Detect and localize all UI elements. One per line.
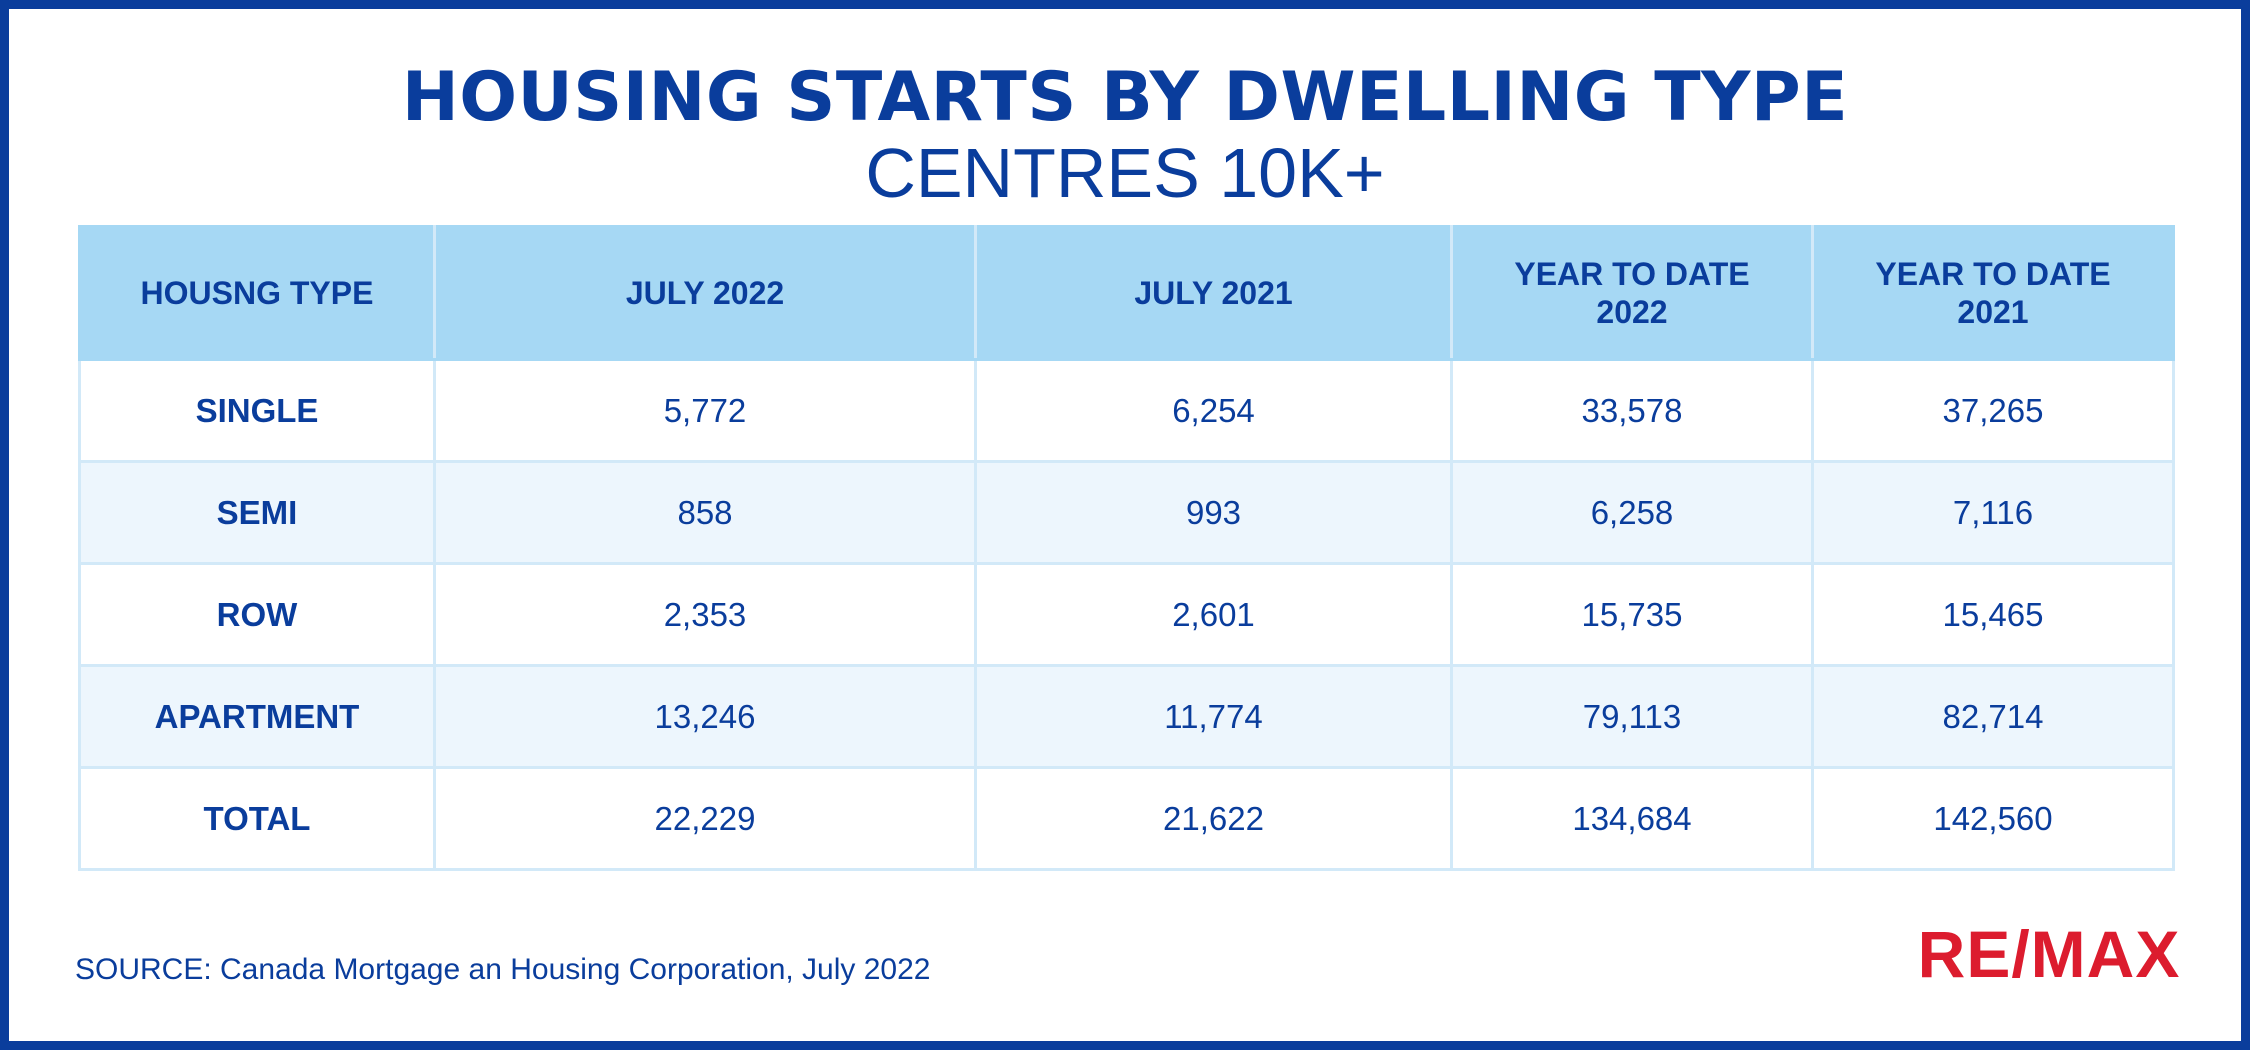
table-cell: 22,229 (433, 766, 977, 871)
table-cell: 6,254 (974, 358, 1453, 463)
table-cell: 33,578 (1450, 358, 1814, 463)
table-cell: 79,113 (1450, 664, 1814, 769)
remax-logo: RE/MAX (1918, 917, 2181, 991)
table-cell: 7,116 (1811, 460, 2175, 565)
table-cell: 6,258 (1450, 460, 1814, 565)
column-header-ytd-2021: YEAR TO DATE 2021 (1811, 225, 2175, 361)
row-label: SEMI (78, 460, 436, 565)
remax-logo-text: RE/MAX (1918, 917, 2181, 991)
column-header-line: YEAR TO DATE (1514, 256, 1750, 292)
table-row: SEMI 858 993 6,258 7,116 (78, 460, 2175, 565)
table-cell: 11,774 (974, 664, 1453, 769)
table-cell: 2,353 (433, 562, 977, 667)
table-cell: 82,714 (1811, 664, 2175, 769)
table-cell: 142,560 (1811, 766, 2175, 871)
table-cell: 993 (974, 460, 1453, 565)
table-cell: 15,465 (1811, 562, 2175, 667)
row-label: SINGLE (78, 358, 436, 463)
column-header-line: 2021 (1957, 294, 2029, 330)
column-header-label: JULY 2022 (625, 275, 785, 311)
table-cell: 13,246 (433, 664, 977, 769)
table-cell: 37,265 (1811, 358, 2175, 463)
column-header-label: YEAR TO DATE 2021 (1824, 255, 2162, 331)
table-cell: 2,601 (974, 562, 1453, 667)
table-header-row: HOUSNG TYPE JULY 2022 JULY 2021 YEAR TO … (78, 225, 2175, 361)
table-cell: 15,735 (1450, 562, 1814, 667)
chart-subtitle: CENTRES 10K+ (865, 134, 1385, 212)
source-note: SOURCE: Canada Mortgage an Housing Corpo… (75, 953, 931, 986)
table-cell: 21,622 (974, 766, 1453, 871)
row-label: APARTMENT (78, 664, 436, 769)
table-row: SINGLE 5,772 6,254 33,578 37,265 (78, 358, 2175, 463)
column-header-line: YEAR TO DATE (1875, 256, 2111, 292)
table-cell: 858 (433, 460, 977, 565)
column-header-july-2021: JULY 2021 (974, 225, 1453, 361)
table-cell: 5,772 (433, 358, 977, 463)
column-header-july-2022: JULY 2022 (433, 225, 977, 361)
table-cell: 134,684 (1450, 766, 1814, 871)
column-header-label: JULY 2021 (1134, 275, 1293, 311)
column-header-ytd-2022: YEAR TO DATE 2022 (1450, 225, 1814, 361)
table-row: APARTMENT 13,246 11,774 79,113 82,714 (78, 664, 2175, 769)
housing-starts-table: HOUSNG TYPE JULY 2022 JULY 2021 YEAR TO … (78, 225, 2175, 871)
column-header-label: YEAR TO DATE 2022 (1463, 255, 1801, 331)
table-row-total: TOTAL 22,229 21,622 134,684 142,560 (78, 766, 2175, 871)
row-label: TOTAL (78, 766, 436, 871)
column-header-label: HOUSNG TYPE (140, 275, 374, 311)
chart-title: HOUSING STARTS BY DWELLING TYPE (401, 58, 1849, 137)
column-header-housing-type: HOUSNG TYPE (78, 225, 436, 361)
row-label: ROW (78, 562, 436, 667)
table-row: ROW 2,353 2,601 15,735 15,465 (78, 562, 2175, 667)
column-header-line: 2022 (1596, 294, 1668, 330)
